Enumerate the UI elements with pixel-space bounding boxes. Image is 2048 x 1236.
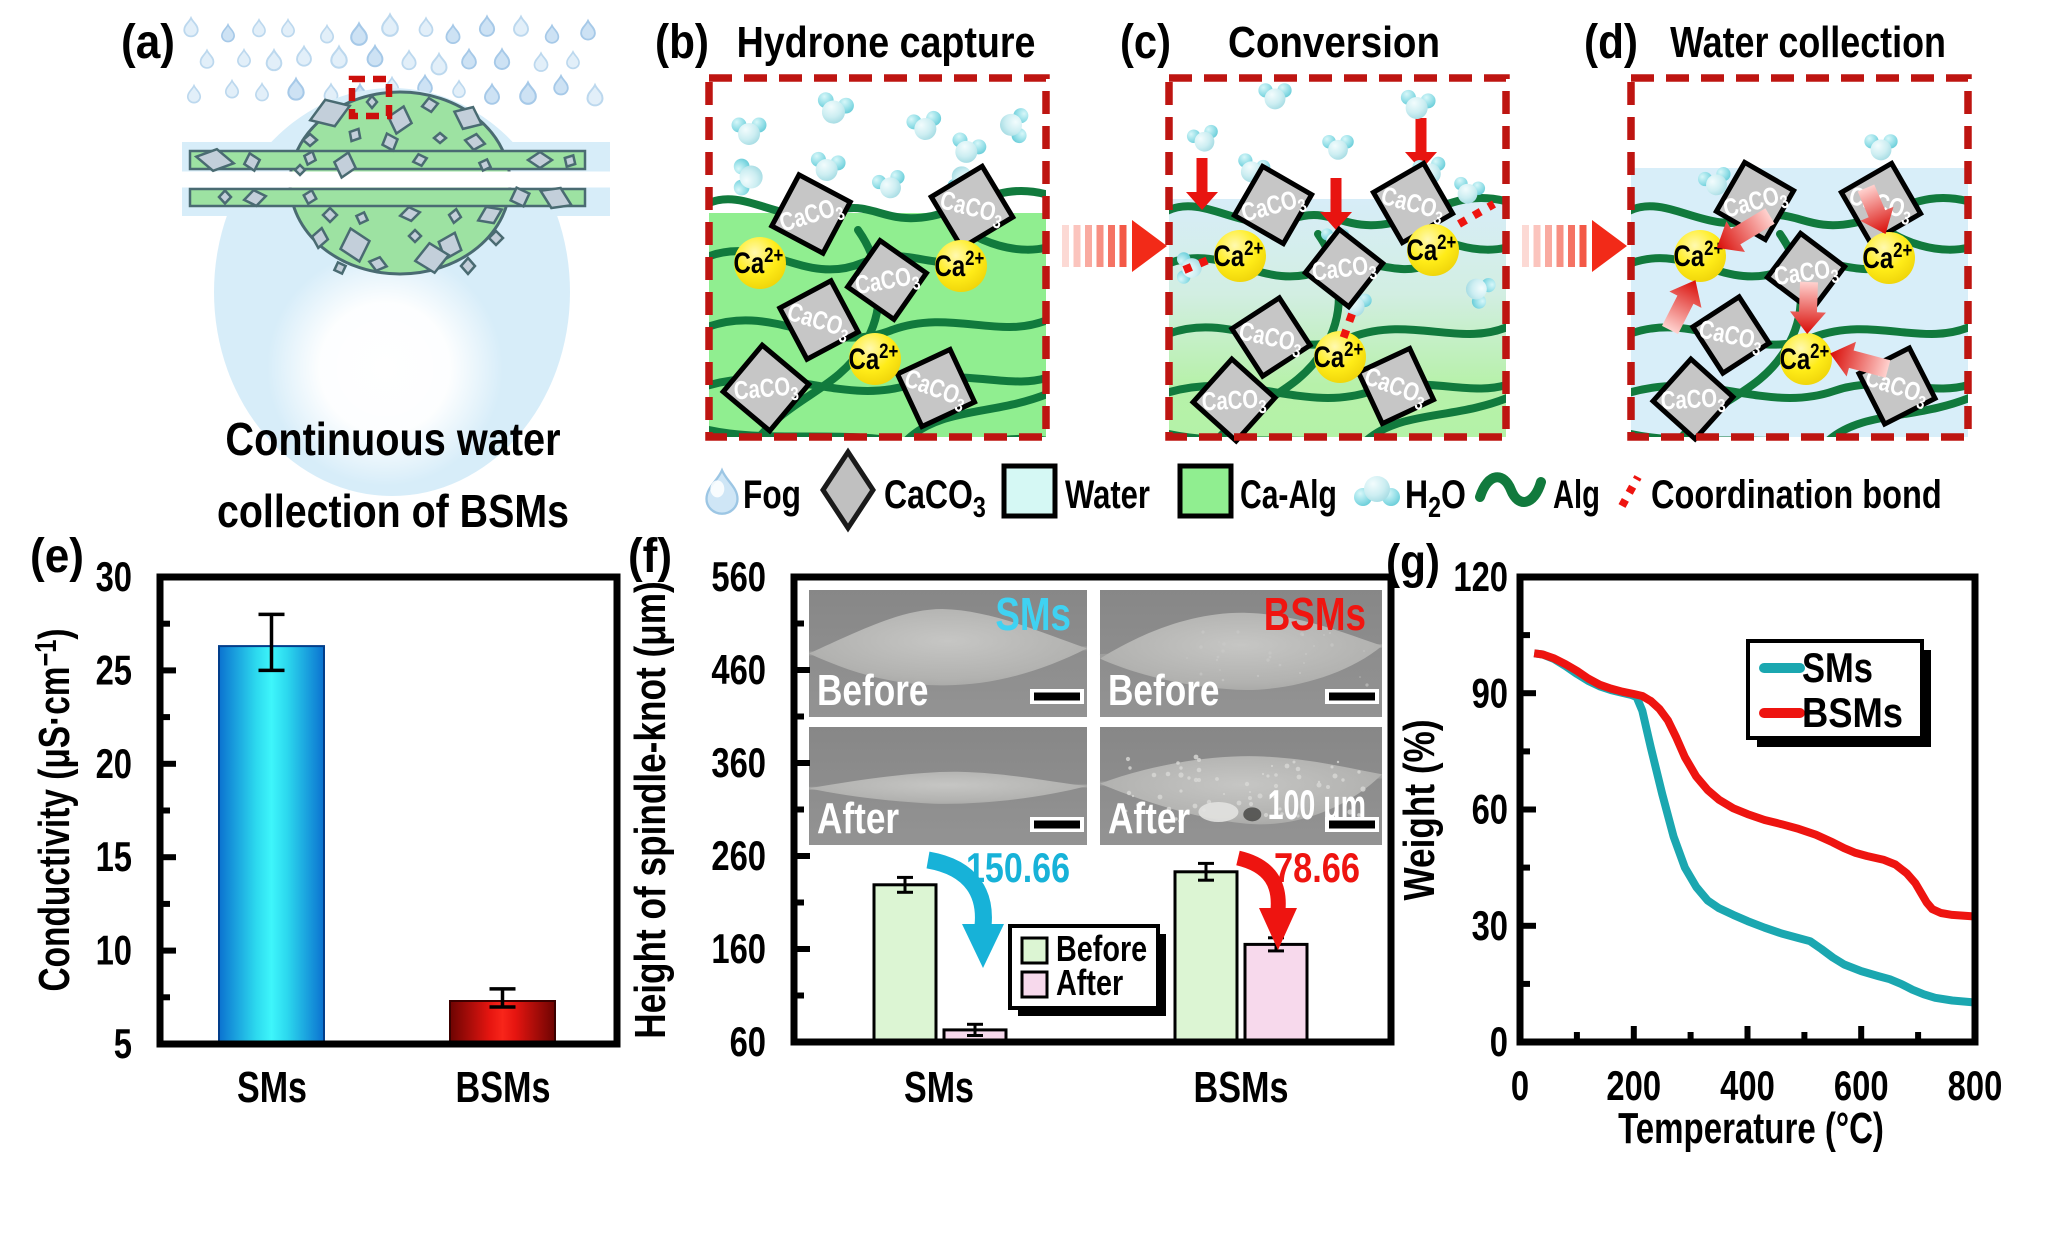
svg-text:Ca2+: Ca2+ xyxy=(733,244,783,279)
svg-text:(b): (b) xyxy=(655,14,709,68)
svg-text:Conductivity (μS·cm−1): Conductivity (μS·cm−1) xyxy=(28,628,79,991)
svg-text:Ca2+: Ca2+ xyxy=(1673,237,1723,272)
svg-text:90: 90 xyxy=(1472,669,1508,716)
svg-text:Before: Before xyxy=(1108,666,1219,715)
svg-text:460: 460 xyxy=(711,646,766,693)
svg-text:160: 160 xyxy=(711,925,766,972)
svg-text:(g): (g) xyxy=(1386,534,1440,588)
svg-text:After: After xyxy=(817,794,899,843)
svg-text:10: 10 xyxy=(96,927,132,974)
svg-text:H2O: H2O xyxy=(1405,472,1466,524)
svg-text:(a): (a) xyxy=(121,14,175,68)
svg-text:5: 5 xyxy=(114,1020,132,1067)
svg-text:Temperature (°C): Temperature (°C) xyxy=(1618,1105,1884,1154)
svg-text:Ca2+: Ca2+ xyxy=(1406,231,1456,266)
svg-text:30: 30 xyxy=(1472,902,1508,949)
svg-text:BSMs: BSMs xyxy=(1802,690,1903,737)
svg-text:120: 120 xyxy=(1453,553,1508,600)
svg-text:collection of BSMs: collection of BSMs xyxy=(217,486,569,538)
svg-text:Ca2+: Ca2+ xyxy=(848,340,898,375)
svg-text:After: After xyxy=(1056,962,1123,1003)
svg-text:0: 0 xyxy=(1511,1062,1529,1109)
svg-text:Before: Before xyxy=(817,666,928,715)
svg-text:15: 15 xyxy=(96,833,132,880)
svg-text:SMs: SMs xyxy=(237,1063,307,1112)
svg-text:CaCO3: CaCO3 xyxy=(884,472,986,524)
svg-text:Ca-Alg: Ca-Alg xyxy=(1240,473,1337,517)
svg-text:30: 30 xyxy=(96,553,132,600)
svg-text:Height of spindle-knot (μm): Height of spindle-knot (μm) xyxy=(626,581,675,1038)
svg-text:20: 20 xyxy=(96,740,132,787)
svg-text:78.66: 78.66 xyxy=(1274,845,1360,892)
svg-text:Continuous water: Continuous water xyxy=(225,414,560,465)
svg-text:Hydrone capture: Hydrone capture xyxy=(737,17,1036,66)
svg-text:60: 60 xyxy=(1472,786,1508,833)
svg-text:360: 360 xyxy=(711,739,766,786)
svg-text:Fog: Fog xyxy=(743,471,801,516)
svg-text:260: 260 xyxy=(711,832,766,879)
svg-text:(d): (d) xyxy=(1584,14,1638,68)
svg-text:150.66: 150.66 xyxy=(966,845,1070,892)
svg-text:60: 60 xyxy=(730,1018,766,1065)
svg-text:800: 800 xyxy=(1948,1062,2003,1109)
svg-text:400: 400 xyxy=(1720,1062,1775,1109)
svg-text:(e): (e) xyxy=(30,528,84,582)
svg-text:SMs: SMs xyxy=(995,588,1071,640)
svg-text:Coordination bond: Coordination bond xyxy=(1651,472,1942,517)
svg-text:SMs: SMs xyxy=(1802,645,1873,692)
svg-text:560: 560 xyxy=(711,553,766,600)
svg-text:SMs: SMs xyxy=(904,1063,974,1112)
svg-text:200: 200 xyxy=(1606,1062,1661,1109)
svg-text:0: 0 xyxy=(1490,1018,1508,1065)
svg-text:Before: Before xyxy=(1056,928,1147,969)
svg-text:Conversion: Conversion xyxy=(1228,18,1440,67)
svg-text:Alg: Alg xyxy=(1553,473,1600,518)
svg-text:(f): (f) xyxy=(628,528,672,582)
svg-text:Weight (%): Weight (%) xyxy=(1395,719,1444,900)
svg-text:After: After xyxy=(1108,794,1190,843)
svg-text:(c): (c) xyxy=(1120,14,1171,68)
svg-text:BSMs: BSMs xyxy=(1264,588,1366,640)
svg-text:BSMs: BSMs xyxy=(1194,1063,1289,1112)
svg-text:25: 25 xyxy=(96,646,132,693)
svg-text:Water collection: Water collection xyxy=(1670,18,1946,67)
svg-text:BSMs: BSMs xyxy=(456,1063,551,1112)
svg-text:600: 600 xyxy=(1834,1062,1889,1109)
svg-text:Water: Water xyxy=(1065,472,1150,517)
